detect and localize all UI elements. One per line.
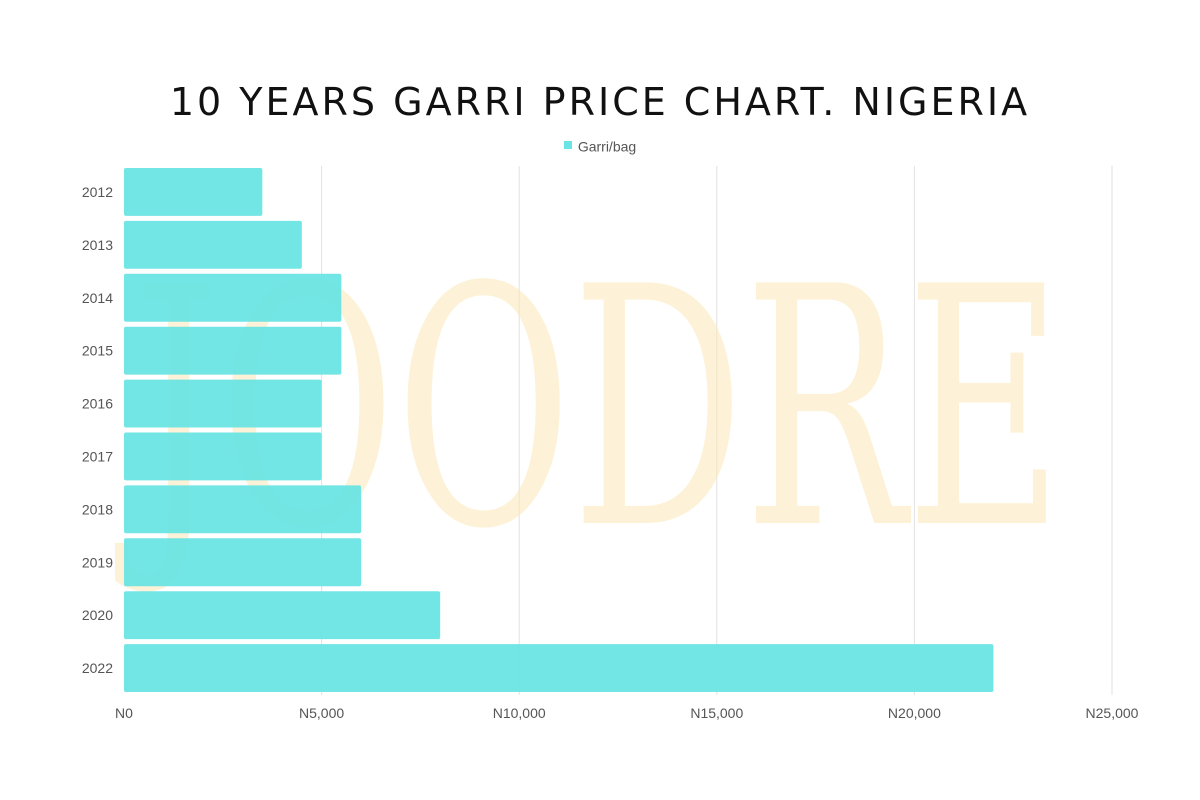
x-tick-label: N15,000: [690, 705, 743, 721]
bars: [124, 168, 994, 692]
bar-2020: [124, 591, 441, 640]
y-tick-label: 2017: [82, 448, 113, 464]
x-tick-label: N25,000: [1086, 705, 1139, 721]
x-axis-labels: N0 N5,000 N10,000 N15,000 N20,000 N25,000: [115, 705, 1139, 721]
bar-2014: [124, 273, 342, 322]
bar-2015: [124, 326, 342, 375]
x-tick-label: N0: [115, 705, 133, 721]
bar-2018: [124, 485, 362, 534]
y-tick-label: 2019: [82, 554, 113, 570]
bar-2019: [124, 538, 362, 587]
bar-2016: [124, 379, 322, 428]
bar-2017: [124, 432, 322, 481]
bar-2013: [124, 220, 302, 269]
x-tick-label: N10,000: [493, 705, 546, 721]
legend-swatch: [563, 141, 572, 150]
y-tick-label: 2014: [82, 290, 113, 306]
y-tick-label: 2013: [82, 237, 113, 253]
legend-label: Garri/bag: [577, 138, 637, 155]
y-tick-label: 2016: [82, 396, 113, 412]
bar-2012: [124, 168, 263, 216]
y-axis-labels: 2012 2013 2014 2015 2016 2017 2018 2019 2020 2022: [82, 184, 113, 676]
legend: Garri/bag: [0, 137, 1200, 154]
y-tick-label: 2012: [82, 184, 113, 200]
y-tick-label: 2018: [82, 501, 113, 517]
y-tick-label: 2015: [82, 343, 113, 359]
bar-2022: [124, 644, 994, 692]
x-tick-label: N20,000: [888, 705, 941, 721]
y-tick-label: 2020: [82, 607, 113, 623]
x-tick-label: N5,000: [299, 705, 344, 721]
y-tick-label: 2022: [82, 660, 113, 676]
chart-title: 10 YEARS GARRI PRICE CHART. NIGERIA: [169, 80, 1031, 124]
